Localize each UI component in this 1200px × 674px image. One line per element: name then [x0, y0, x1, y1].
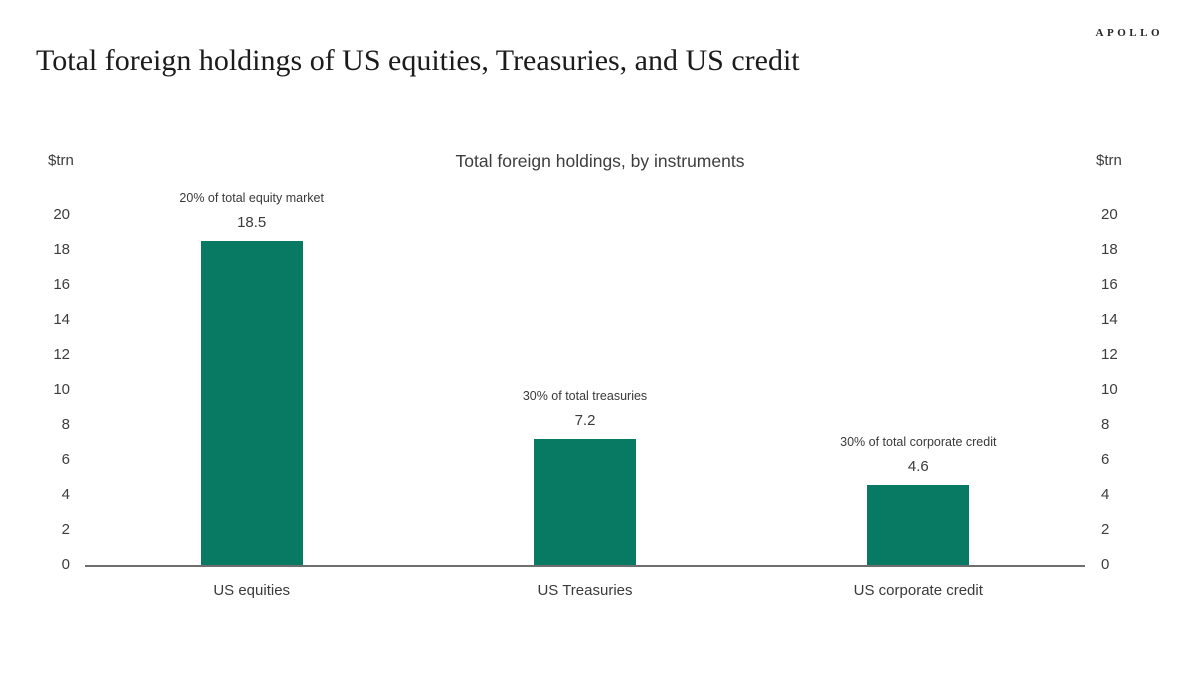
bar-0	[200, 241, 303, 565]
y-tick-left-16: 16	[53, 276, 70, 293]
y-tick-left-6: 6	[61, 451, 70, 468]
y-tick-right-16: 16	[1101, 276, 1118, 293]
y-tick-right-6: 6	[1101, 451, 1110, 468]
bar-annotation: 30% of total treasuries	[522, 389, 648, 403]
x-axis-line	[85, 565, 1085, 567]
bar-2	[867, 484, 970, 565]
bar-annotation: 20% of total equity market	[179, 191, 324, 206]
bar-value-label: 7.2	[574, 412, 596, 429]
y-tick-left-12: 12	[53, 346, 70, 363]
y-tick-right-18: 18	[1101, 241, 1118, 258]
y-tick-left-18: 18	[53, 241, 70, 258]
bar-annotation: 30% of total corporate credit	[840, 434, 997, 449]
y-tick-left-20: 20	[53, 206, 70, 223]
y-axis-unit-right: $trn	[1096, 152, 1122, 169]
y-tick-left-2: 2	[61, 521, 70, 538]
y-tick-left-10: 10	[53, 381, 70, 398]
y-tick-right-20: 20	[1101, 206, 1118, 223]
y-tick-right-10: 10	[1101, 381, 1118, 398]
y-tick-left-4: 4	[61, 486, 70, 503]
bar-1	[534, 439, 636, 565]
y-tick-right-12: 12	[1101, 346, 1118, 363]
x-category-label: US corporate credit	[853, 582, 983, 599]
y-tick-right-14: 14	[1101, 311, 1118, 328]
apollo-logo: APOLLO	[1095, 27, 1163, 39]
y-tick-right-4: 4	[1101, 486, 1110, 503]
y-tick-right-0: 0	[1101, 556, 1110, 573]
y-tick-right-2: 2	[1101, 521, 1110, 538]
y-tick-left-0: 0	[61, 556, 70, 573]
y-axis-unit-left: $trn	[48, 152, 74, 169]
bar-value-label: 18.5	[237, 214, 267, 232]
chart-title: Total foreign holdings, by instruments	[455, 151, 745, 171]
x-category-label: US Treasuries	[537, 582, 633, 599]
bar-value-label: 4.6	[907, 457, 929, 475]
y-tick-left-14: 14	[53, 311, 70, 328]
x-category-label: US equities	[213, 582, 291, 599]
page-title: Total foreign holdings of US equities, T…	[36, 44, 800, 77]
y-tick-right-8: 8	[1101, 416, 1110, 433]
y-tick-left-8: 8	[61, 416, 70, 433]
